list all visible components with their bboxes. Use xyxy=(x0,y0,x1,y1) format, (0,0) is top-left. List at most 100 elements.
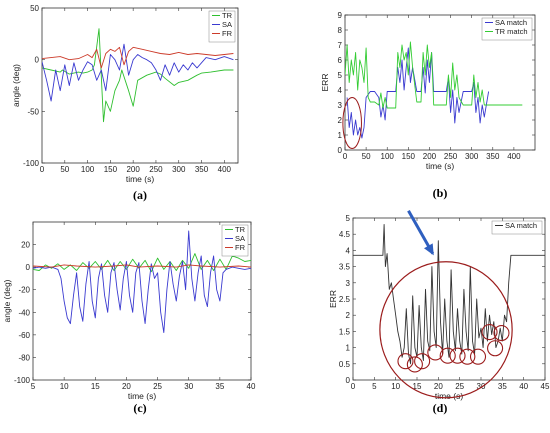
axes-frame-a xyxy=(41,7,239,164)
x-tick-label-b: 250 xyxy=(444,152,458,161)
x-tick-label-c: 5 xyxy=(31,382,36,391)
x-tick-label-b: 150 xyxy=(402,152,416,161)
x-tick-label-d: 20 xyxy=(434,382,443,391)
y-tick-label-b: 2 xyxy=(338,116,343,125)
legend-box-c xyxy=(221,224,249,257)
legend-label-b: SA match xyxy=(495,18,527,27)
series-line-a-fr xyxy=(42,46,234,69)
y-tick-label-c: -40 xyxy=(18,308,30,317)
legend-label-a: SA xyxy=(222,20,232,29)
series-line-b-sa-match xyxy=(346,47,490,139)
x-tick-label-c: 25 xyxy=(153,382,162,391)
legend-label-c: SA xyxy=(235,234,245,243)
y-tick-label-c: -100 xyxy=(14,376,31,385)
arrow-head-d xyxy=(423,243,434,256)
y-tick-label-d: 2 xyxy=(346,311,351,320)
x-tick-label-b: 350 xyxy=(486,152,500,161)
legend-box-d xyxy=(491,220,543,235)
panel-label-c: (c) xyxy=(133,401,146,415)
highlight-small-circle-d xyxy=(406,356,423,373)
y-tick-label-b: 8 xyxy=(338,26,343,35)
highlight-small-circle-d xyxy=(459,348,476,365)
panel-label-b: (b) xyxy=(433,186,448,200)
legend-label-a: TR xyxy=(222,11,233,20)
y-tick-label-b: 6 xyxy=(338,56,343,65)
y-tick-label-c: 20 xyxy=(21,241,30,250)
series-line-c-fr xyxy=(33,264,251,268)
x-tick-label-a: 350 xyxy=(195,165,209,174)
highlight-small-circle-d xyxy=(469,348,487,365)
x-axis-label-d: time (s) xyxy=(435,391,464,401)
x-tick-label-a: 400 xyxy=(218,165,232,174)
x-tick-label-a: 250 xyxy=(149,165,163,174)
x-tick-label-d: 5 xyxy=(372,382,377,391)
legend-label-d: SA match xyxy=(505,221,537,230)
x-tick-label-b: 200 xyxy=(423,152,437,161)
x-tick-label-b: 50 xyxy=(362,152,371,161)
chart-d: 0 5 10 15 20 25 30 35 40 45 0 0.5 1 1.5 2 2.5 3 3.5 4 4.5 5 t… xyxy=(328,210,550,415)
x-axis-label-a: time (s) xyxy=(126,174,155,184)
highlight-small-circle-d xyxy=(481,323,498,341)
x-tick-label-d: 30 xyxy=(477,382,486,391)
y-tick-label-b: 1 xyxy=(338,131,343,140)
y-tick-label-c: -80 xyxy=(18,353,30,362)
legend-label-b: TR match xyxy=(495,27,528,36)
x-tick-label-d: 35 xyxy=(498,382,507,391)
legend-box-b xyxy=(481,17,533,41)
y-axis-label-a: angle (deg) xyxy=(11,64,21,107)
y-tick-label-b: 9 xyxy=(338,11,343,20)
series-group-a xyxy=(42,28,234,123)
x-tick-label-c: 30 xyxy=(184,382,193,391)
x-tick-label-a: 200 xyxy=(126,165,140,174)
series-line-c-sa xyxy=(33,230,251,334)
panel-label-d: (d) xyxy=(433,401,448,415)
x-tick-label-b: 400 xyxy=(507,152,521,161)
y-tick-label-b: 4 xyxy=(338,86,343,95)
x-tick-label-a: 150 xyxy=(104,165,118,174)
x-tick-label-d: 0 xyxy=(351,382,356,391)
chart-a: 0 50 100 150 200 250 300 350 400 -100 -50 0 50 time (… xyxy=(11,4,239,202)
x-tick-label-a: 0 xyxy=(40,165,45,174)
y-tick-label-d: 1 xyxy=(346,344,351,353)
series-group-b xyxy=(345,41,523,139)
y-tick-label-d: 5 xyxy=(346,214,351,223)
legend-label-c: TR xyxy=(235,225,246,234)
legend-label-c: FR xyxy=(235,243,246,252)
x-axis-label-c: time (s) xyxy=(128,391,157,401)
y-tick-label-b: 5 xyxy=(338,71,343,80)
highlight-small-circle-d xyxy=(493,324,510,342)
y-axis-label-c: angle (deg) xyxy=(2,279,12,322)
panel-label-a: (a) xyxy=(133,188,147,202)
legend-box-a xyxy=(208,10,236,43)
legend-label-a: FR xyxy=(222,29,233,38)
x-tick-label-a: 300 xyxy=(172,165,186,174)
highlight-small-circle-d xyxy=(397,353,414,370)
highlight-small-circle-d xyxy=(487,340,504,357)
x-tick-label-d: 15 xyxy=(413,382,422,391)
highlight-ellipse-b xyxy=(342,97,362,149)
y-tick-label-d: 3.5 xyxy=(339,263,351,272)
y-tick-label-c: -20 xyxy=(18,286,30,295)
y-tick-label-d: 4.5 xyxy=(339,230,351,239)
x-tick-label-c: 20 xyxy=(122,382,131,391)
y-tick-label-b: 3 xyxy=(338,101,343,110)
y-tick-label-d: 0 xyxy=(346,376,351,385)
x-tick-label-a: 50 xyxy=(60,165,69,174)
series-line-a-sa xyxy=(42,43,234,102)
highlight-big-circle-d xyxy=(379,261,513,399)
series-line-a-tr xyxy=(42,28,234,123)
x-tick-label-b: 300 xyxy=(465,152,479,161)
y-tick-label-a: 50 xyxy=(30,4,39,13)
y-axis-label-b: ERR xyxy=(320,74,330,92)
y-tick-label-a: -100 xyxy=(23,159,40,168)
y-tick-label-c: -60 xyxy=(18,331,30,340)
x-axis-label-b: time (s) xyxy=(426,161,455,171)
y-tick-label-d: 4 xyxy=(346,246,351,255)
y-tick-label-d: 1.5 xyxy=(339,327,351,336)
x-tick-label-c: 40 xyxy=(247,382,256,391)
y-axis-label-d: ERR xyxy=(328,290,338,308)
y-tick-label-a: 0 xyxy=(35,56,40,65)
x-tick-label-c: 10 xyxy=(60,382,69,391)
